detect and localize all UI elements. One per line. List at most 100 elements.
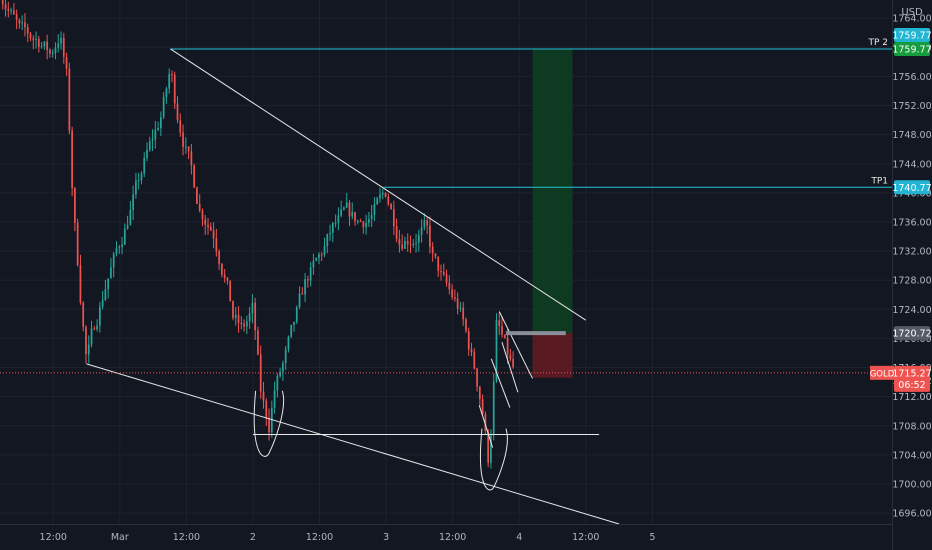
candle-body: [74, 188, 76, 223]
candle-body: [448, 282, 451, 290]
x-tick-label: Mar: [111, 532, 129, 543]
candle-body: [498, 320, 501, 326]
candle-body: [254, 302, 257, 331]
x-tick-label: 5: [649, 532, 655, 543]
candle-body: [398, 239, 401, 245]
candle-body: [345, 202, 348, 208]
x-tick-label: 12:00: [173, 532, 200, 543]
candle-body: [87, 344, 90, 355]
candle-body: [287, 336, 290, 350]
last-price-value: 1715.27: [892, 368, 931, 379]
candle-body: [506, 337, 509, 355]
candle-body: [184, 146, 187, 148]
candle-body: [318, 254, 320, 259]
profit-zone: [532, 48, 573, 334]
candle-body: [451, 289, 453, 298]
candle-body: [370, 214, 373, 220]
last-price-badge-bg: [894, 365, 930, 392]
candle-body: [368, 219, 370, 223]
x-tick-label: 4: [516, 532, 522, 543]
trendline: [86, 363, 620, 525]
tp1-level-badge-bg: [894, 180, 930, 195]
bar-countdown: 06:52: [898, 380, 925, 391]
wedge-line: [498, 311, 533, 379]
candle-body: [434, 253, 437, 257]
candle-body: [509, 354, 512, 360]
symbol-badge-bg: [870, 365, 894, 380]
candle-body: [4, 4, 7, 9]
candle-body: [79, 264, 82, 303]
candle-body: [343, 207, 345, 210]
candle-body: [312, 260, 315, 268]
candle-body: [481, 399, 484, 415]
candle-body: [320, 254, 323, 256]
position-tool[interactable]: [532, 48, 573, 378]
candle-body: [406, 240, 409, 245]
x-tick-label: 12:00: [306, 532, 333, 543]
drawings[interactable]: [86, 48, 620, 525]
y-tick-label: 1744.00: [892, 159, 931, 170]
candle-body: [359, 220, 362, 222]
candle-body: [65, 56, 68, 69]
candle-body: [198, 203, 201, 211]
candle-body: [62, 37, 65, 57]
candle-body: [68, 68, 71, 131]
candle-body: [348, 202, 351, 217]
candle-body: [257, 330, 259, 355]
candle-body: [148, 140, 151, 150]
candle-body: [160, 117, 162, 129]
candle-body: [101, 299, 104, 307]
candle-body: [337, 215, 340, 223]
candle-body: [240, 322, 243, 324]
target-levels[interactable]: TP 2 TP1: [170, 38, 892, 188]
candle-body: [503, 334, 506, 338]
candle-body: [259, 354, 262, 392]
candle-body: [237, 314, 240, 323]
candle-body: [484, 414, 487, 431]
trendline: [170, 48, 587, 321]
candle-body: [290, 324, 293, 337]
candle-body: [440, 271, 442, 273]
x-axis[interactable]: 12:00 Mar 12:00 2 12:00 3 12:00 4 12:00 5: [40, 532, 656, 543]
candle-body: [265, 400, 268, 418]
entry-price-badge: 1720.72: [892, 329, 931, 340]
candle-body: [143, 157, 146, 174]
candle-body: [351, 212, 354, 217]
candle-body: [362, 221, 365, 228]
candle-body: [115, 248, 118, 254]
candle-body: [104, 289, 107, 300]
candle-body: [417, 234, 420, 243]
candle-body: [98, 306, 101, 326]
candle-body: [329, 232, 331, 235]
candle-body: [420, 227, 423, 235]
candle-body: [162, 97, 165, 118]
candle-body: [331, 223, 334, 233]
double-bottom-left-mark: [253, 390, 285, 457]
candle-body: [279, 371, 281, 376]
candle-body: [221, 263, 223, 275]
candle-body: [295, 307, 298, 322]
y-tick-label: 1732.00: [892, 247, 931, 258]
candle-body: [442, 271, 445, 275]
candle-body: [135, 180, 137, 195]
candle-body: [171, 74, 173, 76]
candle-body: [90, 328, 93, 345]
candle-body: [112, 253, 115, 268]
candle-body: [309, 267, 312, 281]
candles: [0, 0, 514, 469]
candle-body: [151, 139, 154, 141]
candle-body: [273, 390, 276, 408]
candle-body: [165, 88, 168, 98]
candle-body: [301, 293, 304, 295]
entry-price-badge-bg: [894, 326, 930, 341]
candle-body: [187, 146, 190, 152]
candle-body: [218, 251, 220, 264]
y-tick-label: 1708.00: [892, 421, 931, 432]
candle-body: [415, 242, 417, 244]
candle-body: [71, 130, 73, 189]
wedge-line: [501, 341, 519, 393]
candle-body: [307, 279, 309, 281]
candle-body: [10, 10, 12, 12]
